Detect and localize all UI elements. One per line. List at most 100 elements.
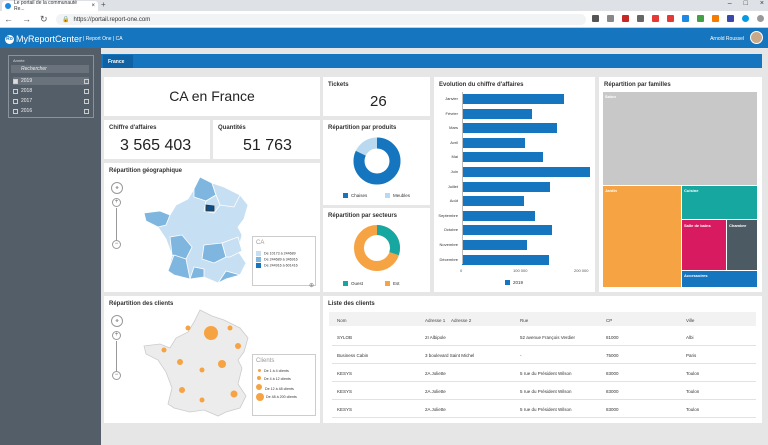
treemap-tile-cuisine[interactable]: Cuisine <box>682 186 757 219</box>
category-label: Décembre <box>439 256 458 262</box>
zoom-slider[interactable] <box>116 208 117 241</box>
map-region[interactable] <box>143 210 171 228</box>
donut-slice-chaises[interactable] <box>353 137 401 185</box>
map-region[interactable] <box>167 254 191 280</box>
year-item[interactable]: 2016 <box>13 107 89 115</box>
column-header[interactable]: Adresse 2 <box>451 318 472 323</box>
close-tab-icon[interactable]: × <box>91 3 95 9</box>
treemap-tile-accessoires[interactable]: Accessoires <box>682 271 757 287</box>
client-bubble[interactable] <box>230 390 238 398</box>
column-header[interactable]: CP <box>606 318 613 323</box>
treemap-tile-salle-de-bains[interactable]: Salle de bains <box>682 220 726 270</box>
extension-icon[interactable] <box>682 15 689 22</box>
client-bubble[interactable] <box>227 325 233 331</box>
bar[interactable] <box>462 123 557 134</box>
zoom-out-button[interactable]: − <box>112 371 121 380</box>
map-region[interactable] <box>169 234 193 260</box>
year-item[interactable]: 2019 <box>13 77 89 85</box>
zoom-in-button[interactable]: + <box>112 331 121 340</box>
tab-france[interactable]: France <box>103 55 133 68</box>
map-region[interactable] <box>216 270 242 285</box>
checkbox[interactable] <box>13 98 18 104</box>
checkbox[interactable] <box>84 98 89 104</box>
client-bubble[interactable] <box>235 343 241 349</box>
bar[interactable] <box>462 254 550 265</box>
bar[interactable] <box>462 210 536 221</box>
client-bubble[interactable] <box>199 367 205 373</box>
url-field[interactable]: 🔒 https://portail.report-one.com <box>56 14 586 25</box>
year-item[interactable]: 2018 <box>13 87 89 95</box>
checkbox-checked[interactable] <box>13 78 18 84</box>
back-icon[interactable]: ← <box>4 14 13 24</box>
table-cell: Toulon <box>686 407 700 412</box>
bar[interactable] <box>462 152 543 163</box>
breadcrumb[interactable]: | Report One | CA <box>83 36 123 42</box>
bar[interactable] <box>462 196 524 207</box>
treemap-tile-chambre[interactable]: Chambre <box>727 220 757 270</box>
reload-icon[interactable]: ↻ <box>40 14 48 24</box>
bar[interactable] <box>462 181 551 192</box>
checkbox[interactable] <box>84 108 89 114</box>
extension-icon[interactable] <box>607 15 614 22</box>
client-bubble[interactable] <box>179 387 185 393</box>
client-bubble[interactable] <box>199 397 205 403</box>
donut-slice-ouest[interactable] <box>354 225 400 271</box>
maximize-icon[interactable]: □ <box>743 0 748 7</box>
extension-icon[interactable] <box>727 15 734 22</box>
minimize-icon[interactable]: – <box>727 0 732 7</box>
column-header[interactable]: Adresse 1 <box>425 318 446 323</box>
zoom-slider[interactable] <box>116 341 117 372</box>
filter-search-input[interactable]: Rechercher <box>11 65 89 73</box>
app-logo[interactable]: Ro MyReportCenter <box>5 34 82 44</box>
clients-map-title: Répartition des clients <box>109 301 174 307</box>
year-item[interactable]: 2017 <box>13 97 89 105</box>
column-header[interactable]: Nom <box>337 318 347 323</box>
checkbox[interactable] <box>13 108 18 114</box>
avatar[interactable] <box>750 31 763 44</box>
extension-icon[interactable] <box>637 15 644 22</box>
bar[interactable] <box>462 225 552 236</box>
extension-icon[interactable] <box>652 15 659 22</box>
close-window-icon[interactable]: × <box>759 0 764 7</box>
map-region[interactable] <box>189 266 205 280</box>
map-region[interactable] <box>221 236 243 258</box>
client-bubble[interactable] <box>204 326 218 340</box>
table-cell: 52 avenue François Verdier <box>520 335 576 340</box>
extension-icon[interactable] <box>697 15 704 22</box>
forward-icon[interactable]: → <box>22 14 31 24</box>
table-cell: SYLOB <box>337 335 353 340</box>
zoom-extent-icon[interactable]: ⊕ <box>309 283 315 289</box>
treemap-tile-salon[interactable]: Salon <box>603 92 757 185</box>
extension-icon[interactable] <box>592 15 599 22</box>
new-tab-button[interactable]: + <box>101 0 106 9</box>
zoom-out-button[interactable]: − <box>112 240 121 249</box>
client-bubble[interactable] <box>177 359 183 365</box>
client-bubble[interactable] <box>218 360 226 368</box>
checkbox[interactable] <box>13 88 18 94</box>
bar[interactable] <box>462 94 565 104</box>
map-pan-control[interactable]: ✥ <box>111 182 123 194</box>
treemap-tile-jardin[interactable]: Jardin <box>603 186 681 287</box>
extension-icon[interactable] <box>712 15 719 22</box>
map-region[interactable] <box>201 242 227 264</box>
tickets-title: Tickets <box>328 82 349 88</box>
checkbox[interactable] <box>84 88 89 94</box>
extension-icon[interactable] <box>742 15 749 22</box>
bar[interactable] <box>462 137 525 148</box>
map-region-paris[interactable] <box>205 204 215 212</box>
client-bubble[interactable] <box>185 325 191 331</box>
checkbox[interactable] <box>84 78 89 84</box>
profile-icon[interactable] <box>757 15 764 22</box>
bar[interactable] <box>462 240 527 250</box>
column-header[interactable]: Ville <box>686 318 695 323</box>
extension-icon[interactable] <box>667 15 674 22</box>
user-name[interactable]: Arnold Roussel <box>710 36 744 42</box>
bar[interactable] <box>462 108 532 119</box>
browser-tab[interactable]: Le portail de la communauté Re... × <box>2 0 98 12</box>
column-header[interactable]: Rue <box>520 318 529 323</box>
bar[interactable] <box>462 167 591 177</box>
map-pan-control[interactable]: ✥ <box>111 315 123 327</box>
client-bubble[interactable] <box>161 347 167 353</box>
extension-icon[interactable] <box>622 15 629 22</box>
zoom-in-button[interactable]: + <box>112 198 121 207</box>
